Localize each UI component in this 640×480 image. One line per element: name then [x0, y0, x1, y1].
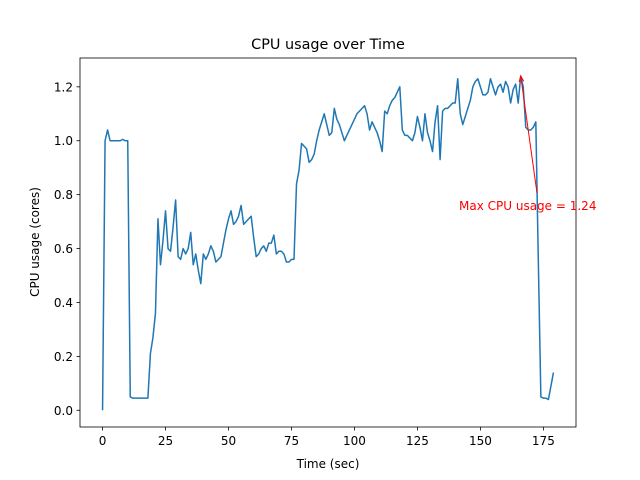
x-axis-label: Time (sec) — [296, 457, 360, 471]
plot-frame — [79, 57, 577, 428]
y-tick-label: 0.6 — [54, 242, 73, 256]
x-tick-label: 0 — [99, 434, 107, 448]
x-tick-label: 25 — [158, 434, 173, 448]
y-tick-label: 0.4 — [54, 296, 73, 310]
data-line — [101, 75, 555, 411]
annotation-arrow — [520, 75, 538, 194]
y-tick-label: 1.0 — [54, 134, 73, 148]
annotation-text: Max CPU usage = 1.24 — [459, 199, 596, 213]
y-axis-label: CPU usage (cores) — [28, 187, 42, 297]
chart-title: CPU usage over Time — [251, 37, 405, 53]
x-tick-label: 175 — [532, 434, 555, 448]
y-tick-label: 1.2 — [54, 80, 73, 94]
annotation-arrowhead — [518, 74, 525, 82]
x-tick-label: 100 — [343, 434, 366, 448]
x-tick-label: 150 — [469, 434, 492, 448]
y-tick-label: 0.0 — [54, 404, 73, 418]
x-tick-label: 50 — [221, 434, 236, 448]
x-tick-label: 125 — [406, 434, 429, 448]
y-tick-label: 0.8 — [54, 188, 73, 202]
x-tick-label: 75 — [284, 434, 299, 448]
y-tick-label: 0.2 — [54, 350, 73, 364]
